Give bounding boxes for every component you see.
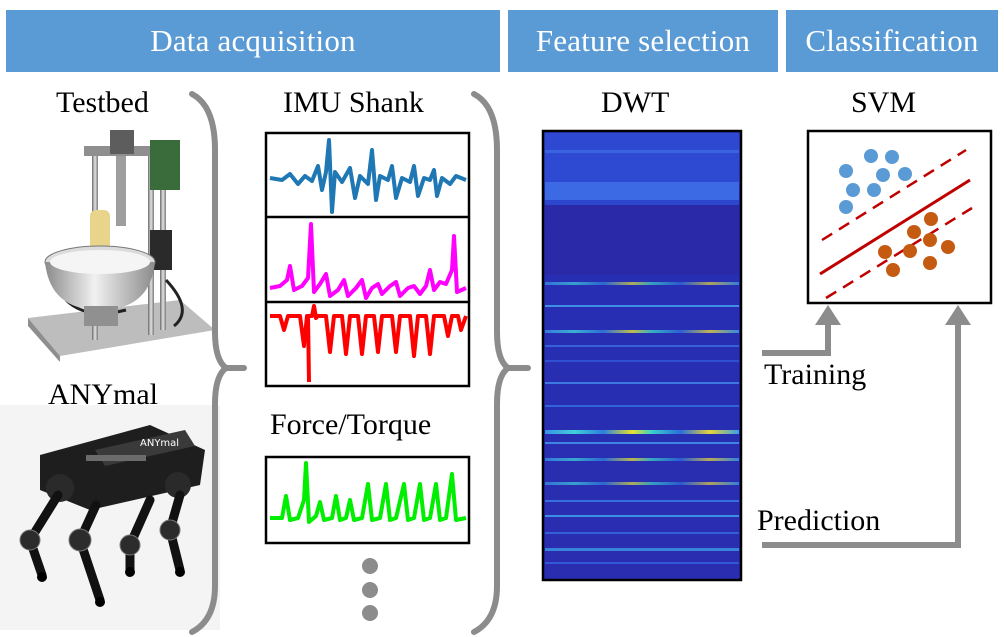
- svm-plot: [806, 129, 993, 305]
- label-imu-shank: IMU Shank: [283, 86, 424, 119]
- header-data-acquisition: Data acquisition: [6, 10, 500, 72]
- label-svm: SVM: [851, 86, 917, 119]
- label-prediction: Prediction: [757, 504, 881, 537]
- imu-signal-magenta: [269, 222, 467, 300]
- label-anymal: ANYmal: [48, 378, 158, 411]
- imu-signal-panels: [264, 131, 471, 388]
- imu-signal-blue: [269, 138, 467, 214]
- anymal-image: ANYmal: [0, 405, 220, 630]
- svm-margin-lower: [825, 206, 973, 300]
- header-classification: Classification: [786, 10, 998, 72]
- force-signal-green: [270, 461, 467, 524]
- svm-margin-upper: [821, 148, 967, 242]
- svg-text:ANYmal: ANYmal: [140, 438, 179, 449]
- prediction-arrow: [762, 305, 971, 548]
- header-feature-selection: Feature selection: [508, 10, 778, 72]
- testbed-image: [28, 130, 215, 362]
- dwt-heatmap: [541, 129, 743, 582]
- right-brace: [471, 91, 531, 635]
- label-force-torque: Force/Torque: [270, 408, 432, 441]
- imu-signal-red-spike: [306, 315, 311, 383]
- label-training: Training: [764, 358, 867, 391]
- svm-class-a-points: [839, 149, 912, 214]
- left-brace: [189, 91, 247, 635]
- imu-signal-red: [270, 304, 468, 358]
- label-testbed: Testbed: [56, 86, 149, 119]
- svm-decision-boundary: [819, 178, 971, 276]
- svm-class-b-points: [878, 212, 955, 277]
- more-signals-dots: [362, 558, 378, 621]
- training-arrow: [762, 305, 841, 356]
- label-dwt: DWT: [601, 86, 670, 119]
